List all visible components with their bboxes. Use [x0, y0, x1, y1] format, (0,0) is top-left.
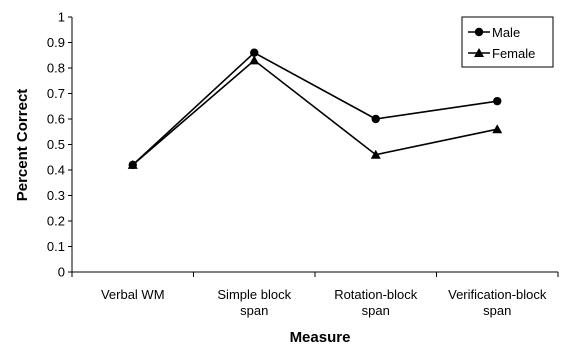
y-tick-label: 1	[58, 10, 65, 25]
x-tick-label-line: span	[240, 303, 268, 318]
data-point-male	[250, 48, 259, 57]
x-tick-label: Verbal WM	[101, 287, 165, 302]
y-tick-label: 0.3	[47, 188, 65, 203]
series-male	[128, 48, 502, 170]
data-point-female	[249, 55, 260, 65]
data-point-male	[493, 96, 502, 106]
x-tick-label-line: span	[483, 303, 511, 318]
data-point-female	[127, 159, 138, 169]
y-tick-label: 0.7	[47, 86, 65, 101]
x-tick-label-line: Simple block	[217, 287, 291, 302]
legend-box	[461, 16, 554, 68]
series-line-male	[132, 51, 498, 166]
y-ticks: 0 0.1 0.2 0.3 0.4 0.5 0.6 0.7 0.8 0.9 1	[47, 10, 72, 280]
x-tick-label: Rotation-block span	[334, 287, 418, 318]
y-tick-label: 0.5	[47, 137, 65, 152]
x-tick-label-line: Verbal WM	[101, 287, 165, 302]
legend-label-female: Female	[492, 46, 535, 61]
y-tick-label: 0.8	[47, 61, 65, 76]
y-tick-label: 0	[58, 265, 65, 280]
x-tick-label-line: span	[362, 303, 390, 318]
y-tick-label: 0.2	[47, 214, 65, 229]
legend-item-male: Male	[468, 25, 520, 40]
data-point-male	[371, 114, 380, 124]
x-axis-label: Measure	[290, 329, 351, 346]
x-tick-label: Verification-block span	[448, 287, 547, 318]
legend-label-male: Male	[492, 25, 520, 40]
legend-marker-male	[474, 27, 484, 37]
x-tick-label-line: Rotation-block	[334, 287, 418, 302]
legend: Male Female	[461, 16, 554, 68]
y-axis-label: Percent Correct	[14, 89, 31, 202]
x-tick-label-line: Verification-block	[448, 287, 547, 302]
y-tick-label: 0.9	[47, 35, 65, 50]
series-group	[127, 48, 503, 170]
y-tick-label: 0.4	[47, 163, 65, 178]
legend-item-female: Female	[468, 46, 535, 61]
series-line-female	[132, 59, 498, 166]
legend-marker-female	[474, 48, 484, 57]
data-point-female	[370, 149, 381, 159]
series-female	[127, 55, 503, 169]
data-point-female	[492, 124, 503, 134]
y-tick-label: 0.6	[47, 112, 65, 127]
x-tick-label: Simple block span	[217, 287, 291, 318]
y-tick-label: 0.1	[47, 239, 65, 254]
